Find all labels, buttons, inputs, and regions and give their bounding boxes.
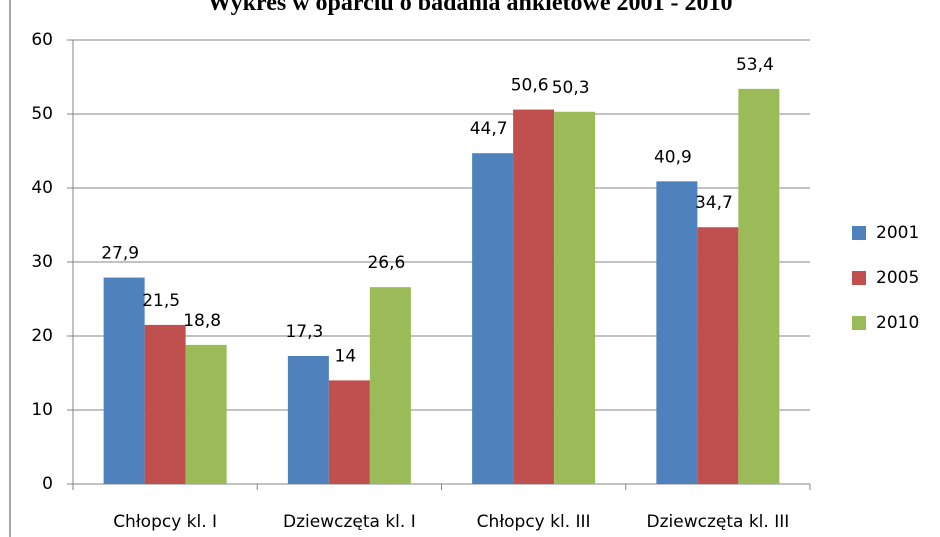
x-tick-label: Dziewczęta kl. I: [283, 512, 416, 532]
y-tick-label: 50: [31, 104, 53, 124]
data-label: 50,6: [511, 76, 549, 96]
legend-swatch: [852, 271, 866, 285]
bar: [738, 88, 780, 484]
data-label: 26,6: [367, 253, 405, 273]
data-label: 21,5: [142, 291, 180, 311]
data-label: 44,7: [470, 119, 508, 139]
y-tick-label: 10: [31, 400, 53, 420]
y-tick-label: 30: [31, 252, 53, 272]
bar: [697, 227, 739, 484]
y-tick-label: 0: [42, 474, 53, 494]
data-label: 40,9: [654, 147, 692, 167]
bar: [513, 109, 555, 484]
x-tick-label: Chłopcy kl. III: [477, 512, 591, 532]
y-tick-label: 40: [31, 178, 53, 198]
data-label: 53,4: [736, 55, 774, 75]
bar: [103, 277, 145, 484]
data-label: 50,3: [552, 78, 590, 98]
data-label: 14: [335, 346, 357, 366]
bar: [472, 153, 514, 484]
data-label: 17,3: [285, 322, 323, 342]
data-label: 27,9: [101, 244, 139, 264]
data-label: 18,8: [183, 311, 221, 331]
bar: [144, 324, 186, 484]
legend-swatch: [852, 316, 866, 330]
y-tick-label: 60: [31, 30, 53, 50]
chart-title: Wykres w oparciu o badania ankietowe 200…: [208, 0, 733, 16]
x-tick-label: Chłopcy kl. I: [113, 512, 217, 532]
bar: [328, 380, 370, 484]
bar: [554, 111, 596, 484]
bar: [369, 287, 411, 484]
legend-label: 2001: [876, 223, 919, 243]
legend-label: 2010: [876, 313, 919, 333]
bar: [185, 344, 227, 484]
legend-label: 2005: [876, 268, 919, 288]
bar: [656, 181, 698, 484]
data-label: 34,7: [695, 193, 733, 213]
y-tick-label: 20: [31, 326, 53, 346]
bar: [287, 355, 329, 484]
x-tick-label: Dziewczęta kl. III: [647, 512, 790, 532]
legend-swatch: [852, 226, 866, 240]
